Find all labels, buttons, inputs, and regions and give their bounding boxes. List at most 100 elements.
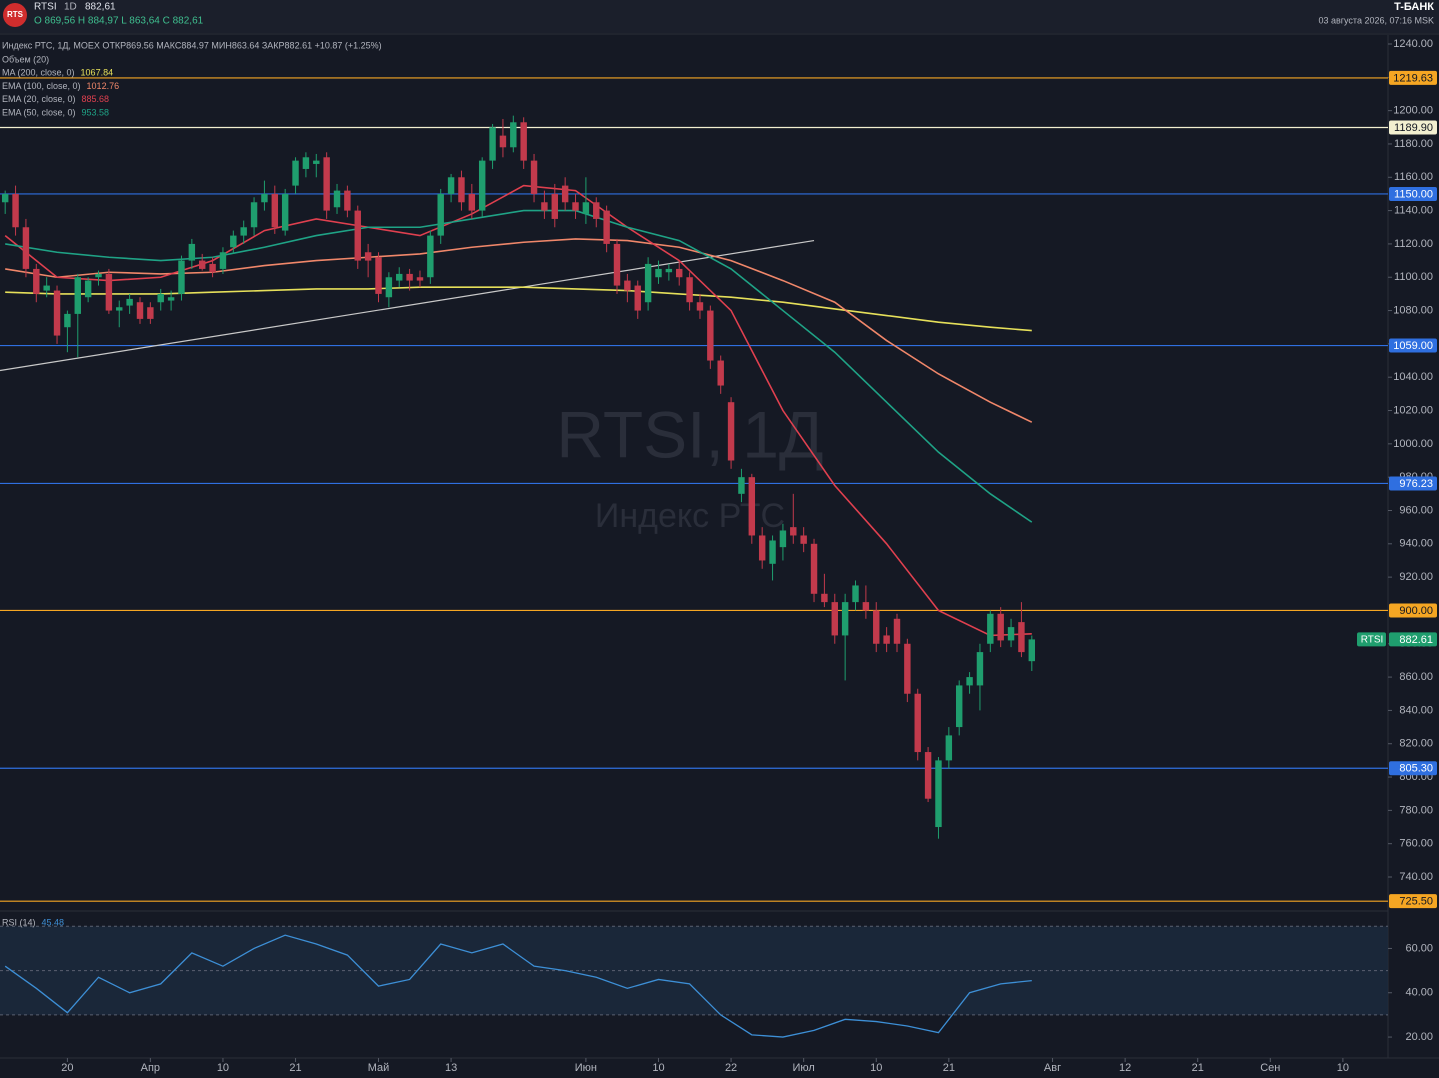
candle-body bbox=[1028, 639, 1036, 662]
rsi-value: 45.48 bbox=[42, 917, 65, 927]
logo bbox=[3, 3, 27, 27]
watermark-title: RTSI, 1Д bbox=[556, 397, 823, 471]
candle-body bbox=[147, 307, 154, 319]
candle-body bbox=[219, 252, 227, 269]
candle-body bbox=[33, 268, 40, 294]
candle-body bbox=[333, 190, 341, 208]
logo-text: RTS bbox=[7, 10, 24, 19]
ohlc: O 869,56 H 884,97 L 863,64 C 882,61 bbox=[34, 16, 204, 27]
y-tick-label: 1000.00 bbox=[1393, 438, 1433, 450]
candle-body bbox=[499, 135, 507, 148]
price: 882,61 bbox=[85, 2, 116, 13]
x-tick-label: 21 bbox=[1192, 1062, 1204, 1074]
candle-body bbox=[790, 527, 797, 536]
candle-body bbox=[126, 298, 133, 306]
candle-body bbox=[717, 360, 724, 386]
y-tick-label: 1080.00 bbox=[1393, 304, 1433, 316]
trendline bbox=[0, 239, 815, 372]
y-tick-label: 820.00 bbox=[1399, 738, 1433, 750]
level-tag bbox=[1389, 761, 1437, 776]
candle-body bbox=[271, 193, 279, 228]
candle-body bbox=[447, 177, 455, 194]
candle-body bbox=[841, 602, 849, 636]
candle-body bbox=[997, 613, 1004, 641]
x-tick-label: 20 bbox=[61, 1062, 73, 1074]
candle-body bbox=[478, 160, 486, 211]
candle-body bbox=[873, 610, 880, 644]
legend-name: EMA (20, close, 0) bbox=[2, 94, 76, 104]
candle-body bbox=[976, 652, 984, 686]
x-tick-label: 21 bbox=[943, 1062, 955, 1074]
y-tick-label: 1120.00 bbox=[1394, 238, 1433, 250]
legend-name: MA (200, close, 0) bbox=[2, 67, 75, 77]
x-tick-label: Апр bbox=[141, 1062, 160, 1074]
level-label: 1189.90 bbox=[1394, 122, 1433, 134]
candle-body bbox=[582, 202, 590, 214]
candle-body bbox=[966, 677, 973, 686]
y-tick-label: 940.00 bbox=[1399, 538, 1433, 550]
symbol: RTSI bbox=[34, 2, 57, 13]
candle-body bbox=[344, 190, 351, 211]
candle-body bbox=[261, 193, 268, 203]
candle-body bbox=[738, 477, 745, 494]
candle-body bbox=[665, 268, 673, 273]
candle-body bbox=[541, 202, 548, 211]
candle-body bbox=[313, 160, 320, 164]
legend-name: EMA (100, close, 0) bbox=[2, 81, 81, 91]
candle-body bbox=[74, 277, 81, 314]
candle-body bbox=[406, 273, 413, 281]
candle-body bbox=[987, 613, 994, 644]
candle-body bbox=[510, 122, 517, 148]
rsi-tick-label: 60.00 bbox=[1405, 942, 1433, 954]
x-tick-label: 10 bbox=[870, 1062, 882, 1074]
x-tick-label: Июн bbox=[575, 1062, 597, 1074]
candle-body bbox=[364, 252, 372, 261]
x-tick-label: Июл bbox=[792, 1062, 814, 1074]
header-bar bbox=[0, 0, 1439, 33]
y-tick-label: 740.00 bbox=[1399, 871, 1433, 883]
rsi-tick-label: 40.00 bbox=[1405, 987, 1433, 999]
candle-body bbox=[779, 530, 787, 548]
y-tick-label: 1140.00 bbox=[1394, 205, 1433, 217]
indicator-line bbox=[5, 209, 1033, 523]
candle-body bbox=[375, 257, 382, 294]
candle-body bbox=[64, 313, 71, 328]
candle-body bbox=[1, 193, 9, 203]
level-tag bbox=[1389, 70, 1437, 85]
candle-body bbox=[53, 290, 61, 336]
level-tag bbox=[1389, 894, 1437, 909]
candle-body bbox=[572, 202, 579, 211]
candle-body bbox=[292, 160, 299, 186]
candle-body bbox=[240, 227, 247, 236]
candle-body bbox=[593, 202, 600, 219]
candle-body bbox=[551, 193, 558, 219]
candle-body bbox=[1007, 627, 1015, 641]
y-tick-label: 1020.00 bbox=[1393, 404, 1433, 416]
candle-body bbox=[831, 602, 838, 636]
candle-body bbox=[188, 243, 196, 261]
x-tick-label: 10 bbox=[652, 1062, 664, 1074]
candle-body bbox=[230, 235, 237, 248]
rsi-tick-label: 20.00 bbox=[1405, 1031, 1433, 1043]
legend-value: 1067.84 bbox=[81, 67, 114, 77]
candle-body bbox=[883, 635, 890, 644]
last-price-label: 882.61 bbox=[1399, 634, 1433, 646]
x-tick-label: 21 bbox=[289, 1062, 301, 1074]
legend-name: EMA (50, close, 0) bbox=[2, 108, 76, 118]
x-tick-label: Май bbox=[368, 1062, 390, 1074]
x-tick-label: 12 bbox=[1119, 1062, 1131, 1074]
candle-body bbox=[727, 402, 735, 461]
level-tag bbox=[1389, 338, 1437, 353]
y-tick-label: 1040.00 bbox=[1393, 371, 1433, 383]
candle-body bbox=[935, 760, 942, 828]
candle-body bbox=[904, 643, 911, 694]
candle-body bbox=[676, 268, 683, 278]
candle-body bbox=[157, 293, 164, 303]
indicator-line bbox=[5, 238, 1033, 423]
level-label: 725.50 bbox=[1399, 896, 1433, 908]
y-tick-label: 760.00 bbox=[1399, 838, 1433, 850]
candle-body bbox=[624, 280, 631, 291]
candle-body bbox=[1018, 622, 1025, 653]
